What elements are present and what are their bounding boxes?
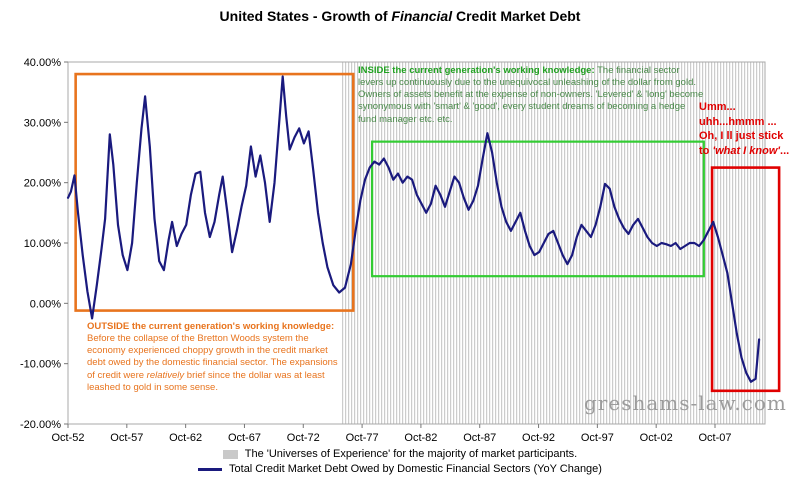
band-legend-swatch <box>222 449 238 459</box>
svg-text:-10.00%: -10.00% <box>20 359 61 371</box>
svg-text:-20.00%: -20.00% <box>20 419 61 431</box>
annotation-outside-italic: relatively <box>146 369 185 381</box>
annotation-crisis: Umm... uhh...hmmm ... Oh, I ll just stic… <box>699 100 796 158</box>
svg-text:Oct-92: Oct-92 <box>522 432 555 444</box>
svg-text:10.00%: 10.00% <box>24 238 62 250</box>
annotation-inside-body: The financial sector levers up continuou… <box>358 65 704 125</box>
legend: The 'Universes of Experience' for the ma… <box>0 448 800 475</box>
svg-text:Oct-77: Oct-77 <box>346 432 379 444</box>
chart-title-italic: Financial <box>391 8 453 24</box>
svg-text:Oct-97: Oct-97 <box>581 432 614 444</box>
svg-text:Oct-87: Oct-87 <box>463 432 496 444</box>
annotation-crisis-italic: 'what I know' <box>712 144 781 157</box>
svg-text:Oct-02: Oct-02 <box>640 432 673 444</box>
svg-text:20.00%: 20.00% <box>24 178 62 190</box>
svg-text:Oct-62: Oct-62 <box>169 432 202 444</box>
y-axis-labels: 40.00% 30.00% 20.00% 10.00% 0.00% -10.00% -20.… <box>20 57 68 431</box>
legend-item-band: The 'Universes of Experience' for the ma… <box>222 448 578 460</box>
svg-text:40.00%: 40.00% <box>24 57 62 69</box>
svg-text:0.00%: 0.00% <box>30 298 61 310</box>
annotation-outside-body2: brief since the dollar was at least leas… <box>87 369 325 393</box>
chart-title-part2: Credit Market Debt <box>452 8 581 24</box>
annotation-outside-body1: Before the collapse of the Bretton Woods… <box>87 333 338 381</box>
svg-text:Oct-82: Oct-82 <box>404 432 437 444</box>
inside-era-box <box>370 140 705 278</box>
crisis-box <box>710 166 781 393</box>
line-legend-swatch <box>198 467 223 471</box>
annotation-outside-lead: OUTSIDE the current generation's working… <box>87 321 335 332</box>
svg-text:Oct-67: Oct-67 <box>228 432 261 444</box>
svg-text:Oct-07: Oct-07 <box>698 432 731 444</box>
outside-era-box <box>74 72 355 312</box>
legend-item-line: Total Credit Market Debt Owed by Domesti… <box>198 463 602 475</box>
svg-text:Oct-57: Oct-57 <box>110 432 143 444</box>
legend-line-label: Total Credit Market Debt Owed by Domesti… <box>229 463 602 475</box>
x-axis-labels: Oct-52 Oct-57 Oct-62 Oct-67 Oct-72 Oct-77 Oct-… <box>51 424 732 444</box>
chart-title: United States - Growth of Financial Cred… <box>0 8 800 24</box>
svg-text:Oct-72: Oct-72 <box>287 432 320 444</box>
legend-band-label: The 'Universes of Experience' for the ma… <box>244 448 578 460</box>
annotation-crisis-part2: ... <box>780 144 790 157</box>
chart-title-part1: United States - Growth of <box>219 8 392 24</box>
annotation-crisis-part1: Umm... uhh...hmmm ... Oh, I ll just stic… <box>699 101 784 157</box>
svg-text:Oct-52: Oct-52 <box>51 432 84 444</box>
annotation-outside-era: OUTSIDE the current generation's working… <box>87 321 341 394</box>
watermark: greshams-law.com <box>584 391 787 415</box>
annotation-inside-lead: INSIDE the current generation's working … <box>358 65 595 76</box>
annotation-inside-era: INSIDE the current generation's working … <box>358 65 706 126</box>
svg-text:30.00%: 30.00% <box>24 117 62 129</box>
series-line <box>66 75 761 383</box>
